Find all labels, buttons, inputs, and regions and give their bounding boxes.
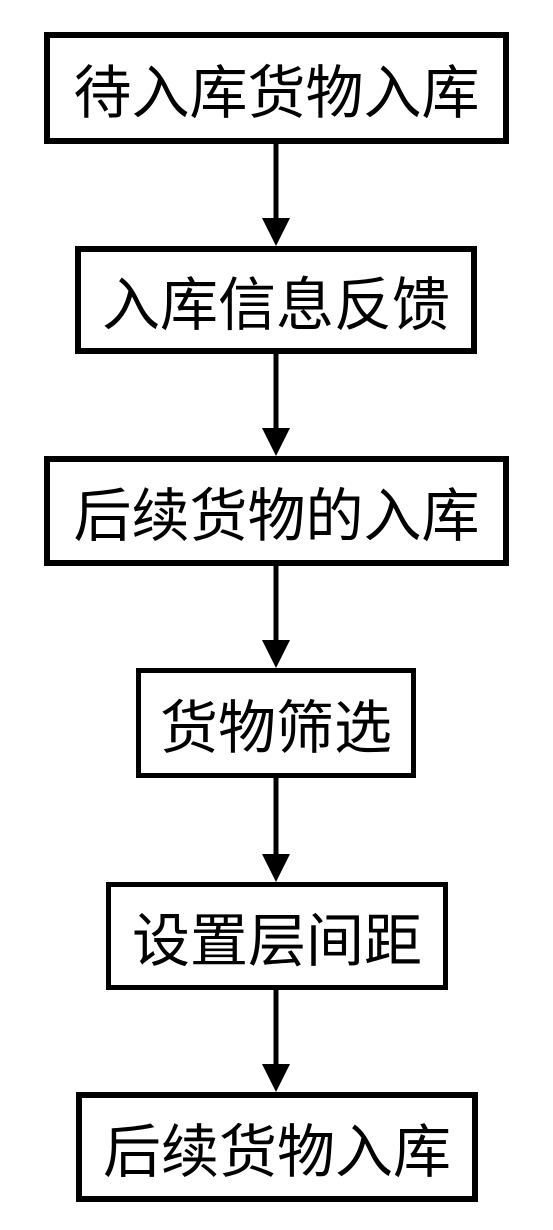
flowchart-canvas: 待入库货物入库 入库信息反馈 后续货物的入库 货物筛选 设置层间距 后续货物入库 (0, 0, 553, 1230)
flowchart-arrow (260, 990, 292, 1092)
flowchart-arrow (260, 778, 292, 882)
flowchart-arrow (260, 354, 292, 456)
flowchart-arrow (260, 144, 292, 246)
node-label: 后续货物的入库 (73, 469, 479, 553)
node-label: 后续货物入库 (103, 1105, 451, 1189)
flowchart-node: 入库信息反馈 (75, 246, 477, 354)
flowchart-node: 货物筛选 (136, 668, 416, 778)
node-label: 货物筛选 (160, 681, 392, 765)
node-label: 设置层间距 (132, 894, 422, 978)
flowchart-node: 后续货物入库 (76, 1092, 478, 1202)
node-label: 待入库货物入库 (73, 46, 479, 130)
flowchart-node: 设置层间距 (106, 882, 448, 990)
flowchart-arrow (260, 566, 292, 668)
flowchart-node: 后续货物的入库 (44, 456, 509, 566)
flowchart-node: 待入库货物入库 (44, 32, 509, 144)
node-label: 入库信息反馈 (102, 258, 450, 342)
